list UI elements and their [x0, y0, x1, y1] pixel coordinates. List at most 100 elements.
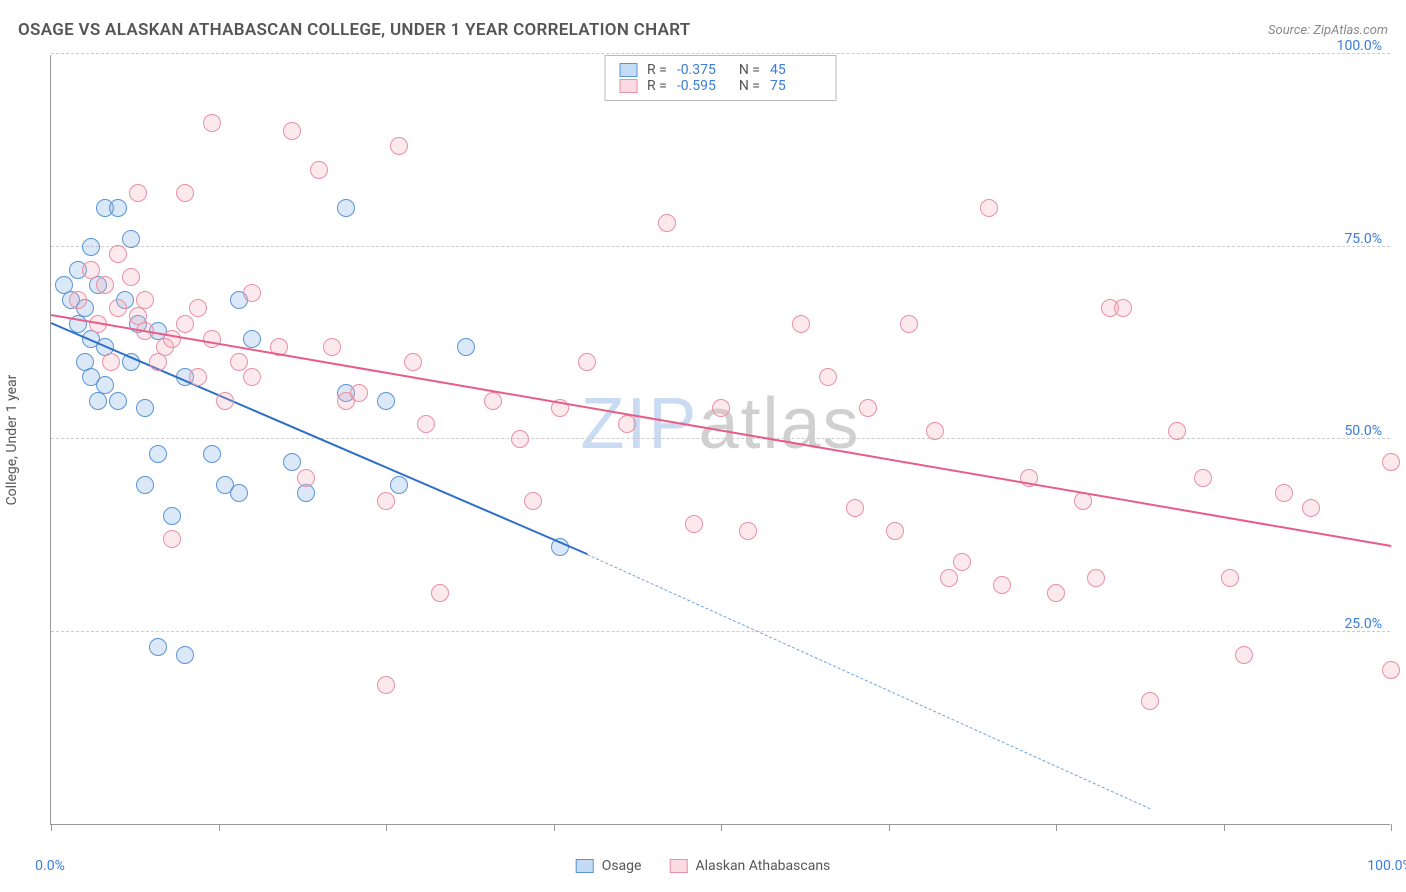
data-point [149, 445, 167, 463]
gridline [51, 631, 1390, 632]
data-point [846, 499, 864, 517]
data-point [390, 137, 408, 155]
data-point [618, 415, 636, 433]
legend-label: Osage [602, 858, 642, 874]
data-point [377, 392, 395, 410]
trend-line [587, 554, 1150, 809]
xtick [889, 824, 890, 831]
data-point [82, 238, 100, 256]
xtick [386, 824, 387, 831]
trend-line [51, 314, 1391, 547]
y-axis-label: College, Under 1 year [4, 375, 20, 506]
data-point [993, 576, 1011, 594]
ytick-label: 50.0% [1344, 423, 1382, 439]
bottom-legend-item: Alaskan Athabascans [669, 858, 830, 874]
stat-r-value: -0.595 [677, 78, 729, 94]
data-point [484, 392, 502, 410]
data-point [792, 315, 810, 333]
data-point [149, 638, 167, 656]
chart-title: OSAGE VS ALASKAN ATHABASCAN COLLEGE, UND… [18, 20, 691, 40]
stat-n-label: N = [739, 62, 760, 78]
xtick [554, 824, 555, 831]
data-point [297, 469, 315, 487]
data-point [136, 476, 154, 494]
data-point [163, 330, 181, 348]
legend-swatch [576, 859, 594, 873]
data-point [1141, 692, 1159, 710]
title-bar: OSAGE VS ALASKAN ATHABASCAN COLLEGE, UND… [18, 20, 1388, 40]
xtick [1391, 824, 1392, 831]
data-point [89, 392, 107, 410]
data-point [203, 114, 221, 132]
data-point [377, 492, 395, 510]
legend-row: R =-0.595N =75 [619, 78, 822, 94]
data-point [658, 214, 676, 232]
data-point [1275, 484, 1293, 502]
legend-swatch [619, 79, 637, 93]
data-point [122, 230, 140, 248]
data-point [926, 422, 944, 440]
data-point [163, 507, 181, 525]
legend-swatch [669, 859, 687, 873]
data-point [176, 315, 194, 333]
data-point [431, 584, 449, 602]
data-point [524, 492, 542, 510]
legend-row: R = -0.375 N = 45 [619, 62, 822, 78]
data-point [216, 392, 234, 410]
data-point [1047, 584, 1065, 602]
xtick [51, 824, 52, 831]
data-point [69, 291, 87, 309]
xtick [1056, 824, 1057, 831]
data-point [417, 415, 435, 433]
data-point [578, 353, 596, 371]
source-attribution: Source: ZipAtlas.com [1268, 23, 1388, 38]
stat-n-label: N = [739, 78, 760, 94]
xtick [219, 824, 220, 831]
stat-r-label: R = [647, 78, 667, 94]
legend-swatch [619, 63, 637, 77]
data-point [685, 515, 703, 533]
data-point [1114, 299, 1132, 317]
data-point [102, 353, 120, 371]
data-point [129, 184, 147, 202]
plot-area: ZIPatlas R =-0.375N =45R =-0.595N =75 25… [50, 55, 1390, 825]
data-point [980, 199, 998, 217]
data-point [189, 299, 207, 317]
data-point [377, 676, 395, 694]
xtick [1224, 824, 1225, 831]
data-point [96, 376, 114, 394]
data-point [1382, 661, 1400, 679]
data-point [283, 453, 301, 471]
stat-n-value: 45 [770, 62, 822, 78]
data-point [404, 353, 422, 371]
data-point [323, 338, 341, 356]
data-point [1382, 453, 1400, 471]
data-point [390, 476, 408, 494]
data-point [712, 399, 730, 417]
data-point [859, 399, 877, 417]
stat-r-value: -0.375 [677, 62, 729, 78]
xtick [721, 824, 722, 831]
data-point [230, 353, 248, 371]
bottom-legend-item: Osage [576, 858, 642, 874]
data-point [1168, 422, 1186, 440]
data-point [940, 569, 958, 587]
stat-r-label: R = [647, 62, 667, 78]
legend-label: Alaskan Athabascans [695, 858, 830, 874]
data-point [953, 553, 971, 571]
data-point [900, 315, 918, 333]
xtick-label: 0.0% [35, 858, 65, 874]
data-point [819, 368, 837, 386]
data-point [96, 276, 114, 294]
gridline [51, 438, 1390, 439]
data-point [1194, 469, 1212, 487]
data-point [511, 430, 529, 448]
data-point [122, 268, 140, 286]
data-point [297, 484, 315, 502]
data-point [739, 522, 757, 540]
data-point [109, 245, 127, 263]
data-point [82, 261, 100, 279]
data-point [136, 399, 154, 417]
data-point [243, 284, 261, 302]
data-point [886, 522, 904, 540]
